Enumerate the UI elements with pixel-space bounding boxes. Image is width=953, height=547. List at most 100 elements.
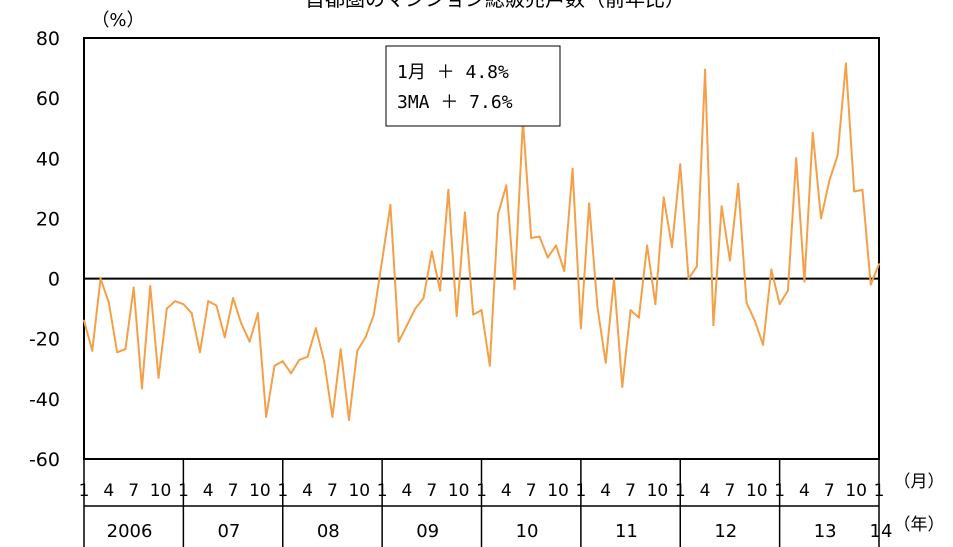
data-point (256, 312, 259, 315)
legend-entry-month: 1月 ＋ 4.8% (397, 62, 509, 83)
x-month-label: 10 (249, 481, 271, 501)
data-point (339, 348, 342, 351)
data-point (737, 182, 740, 185)
data-point (621, 385, 624, 388)
data-point (364, 336, 367, 339)
x-month-label: 1 (79, 481, 90, 501)
x-month-label: 1 (178, 481, 189, 501)
data-point (273, 364, 276, 367)
data-point (828, 179, 831, 182)
data-point (555, 244, 558, 247)
data-point (712, 324, 715, 327)
data-point (290, 372, 293, 375)
data-point (786, 289, 789, 292)
y-axis-unit: （%） (91, 10, 144, 31)
data-point (463, 211, 466, 214)
y-tick-label: -20 (29, 329, 60, 351)
x-month-label: 1 (575, 481, 586, 501)
data-point (439, 289, 442, 292)
data-point (654, 303, 657, 306)
data-point (149, 285, 152, 288)
data-point (381, 259, 384, 262)
data-point (728, 259, 731, 262)
data-point (679, 163, 682, 166)
data-points (83, 62, 880, 421)
x-year-label: 13 (814, 521, 837, 542)
data-point (546, 256, 549, 259)
x-month-label: 1 (476, 481, 487, 501)
x-axis-year-unit: （年） (894, 515, 945, 535)
data-point (223, 336, 226, 339)
data-point (538, 235, 541, 238)
data-point (240, 322, 243, 325)
data-point (422, 297, 425, 300)
y-tick-label: -40 (29, 389, 60, 411)
data-point (604, 361, 607, 364)
data-point (513, 288, 516, 291)
x-month-label: 10 (448, 481, 470, 501)
data-point (99, 277, 102, 280)
data-point (687, 277, 690, 280)
data-point (298, 358, 301, 361)
x-year-label: 10 (516, 521, 539, 542)
x-year-label: 07 (217, 521, 240, 542)
x-month-label: 1 (377, 481, 388, 501)
x-year-label: 08 (317, 521, 340, 542)
x-year-label: 11 (615, 521, 638, 542)
x-axis-month-unit: （月） (894, 472, 945, 492)
x-month-label: 7 (526, 481, 537, 501)
data-point (480, 309, 483, 312)
legend: 1月 ＋ 4.8% 3MA ＋ 7.6% (385, 45, 561, 127)
data-point (795, 157, 798, 160)
data-point (613, 277, 615, 280)
x-month-label: 4 (203, 481, 214, 501)
legend-entry-3ma: 3MA ＋ 7.6% (397, 92, 513, 113)
y-tick-label: 60 (36, 88, 60, 110)
data-point (132, 286, 135, 289)
data-point (232, 297, 235, 300)
data-point (107, 301, 110, 304)
data-point (397, 340, 400, 343)
data-point (140, 387, 143, 390)
x-month-label: 10 (845, 481, 867, 501)
y-tick-label: -60 (29, 449, 60, 471)
x-month-label: 10 (746, 481, 768, 501)
data-point (430, 250, 433, 253)
x-month-label: 1 (874, 481, 885, 501)
x-month-label: 4 (799, 481, 810, 501)
data-point (778, 303, 781, 306)
data-point (579, 327, 582, 330)
data-point (637, 316, 640, 319)
data-point (157, 376, 160, 379)
x-year-label: 12 (714, 521, 737, 542)
x-month-label: 4 (402, 481, 413, 501)
x-month-label: 7 (824, 481, 835, 501)
x-month-label: 7 (128, 481, 139, 501)
data-point (182, 303, 185, 306)
y-tick-label: 80 (36, 28, 60, 50)
y-axis-ticks: 80 60 40 20 0 -20 -40 -60 (29, 28, 60, 471)
data-point (811, 131, 814, 134)
x-month-label: 1 (277, 481, 288, 501)
data-point (331, 415, 334, 418)
data-point (753, 319, 756, 322)
data-point (803, 280, 806, 283)
data-point (695, 265, 698, 268)
plot-frame (83, 37, 880, 460)
x-month-label: 10 (647, 481, 669, 501)
y-tick-label: 40 (36, 148, 60, 170)
data-point (571, 167, 574, 170)
x-month-label: 4 (302, 481, 313, 501)
data-point (405, 324, 408, 327)
x-year-label: 2006 (107, 521, 153, 542)
data-point (455, 315, 458, 318)
data-point (762, 343, 765, 346)
data-point (530, 236, 533, 239)
x-month-label: 1 (774, 481, 785, 501)
data-point (174, 300, 177, 303)
data-point (704, 68, 707, 71)
x-month-label: 10 (348, 481, 370, 501)
data-point (720, 205, 723, 208)
